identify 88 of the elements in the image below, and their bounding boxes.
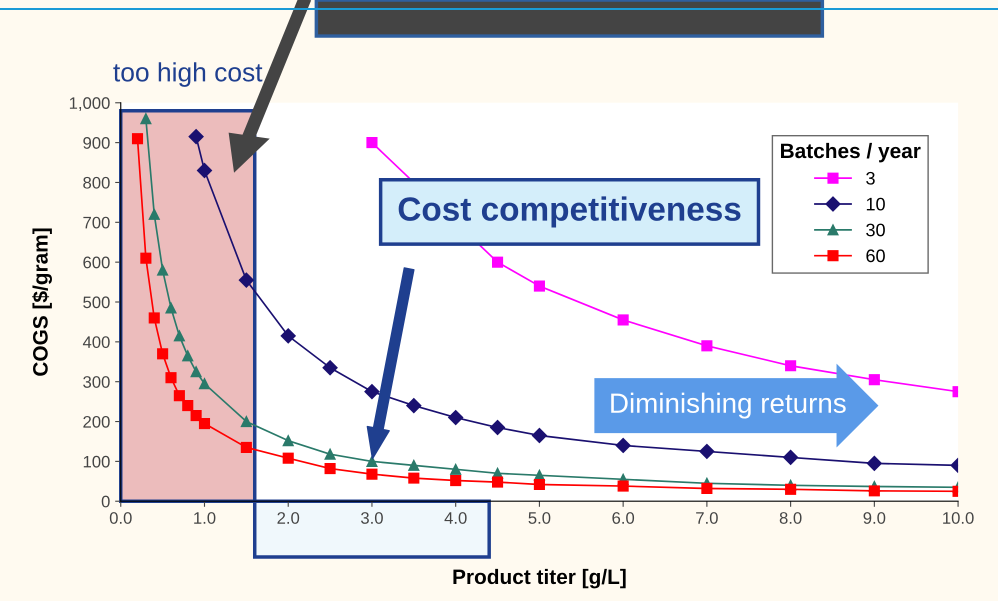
x-tick-label: 5.0 bbox=[528, 512, 550, 524]
legend-label: 10 bbox=[866, 198, 885, 210]
point bbox=[408, 460, 420, 471]
point bbox=[408, 472, 420, 484]
x-tick-label: 7.0 bbox=[696, 512, 718, 524]
point bbox=[366, 137, 378, 148]
point bbox=[618, 480, 629, 492]
point bbox=[532, 428, 547, 444]
point bbox=[282, 435, 294, 446]
point bbox=[140, 252, 152, 264]
point bbox=[190, 410, 202, 422]
band-label: too high cost bbox=[113, 62, 262, 87]
point bbox=[699, 444, 714, 459]
y-tick-label: 0 bbox=[102, 496, 110, 508]
point bbox=[282, 452, 294, 464]
point bbox=[785, 360, 796, 372]
point bbox=[174, 330, 185, 342]
y-tick-label: 800 bbox=[83, 176, 110, 189]
point bbox=[616, 438, 631, 454]
x-tick-label: 0.0 bbox=[110, 512, 132, 524]
point bbox=[366, 456, 378, 467]
x-axis-title: Product titer [g/L] bbox=[453, 568, 626, 588]
point bbox=[448, 410, 464, 426]
point bbox=[701, 482, 712, 494]
point bbox=[140, 113, 152, 124]
point bbox=[785, 484, 796, 495]
point bbox=[618, 314, 629, 326]
legend-label: 30 bbox=[866, 224, 885, 236]
point bbox=[188, 129, 204, 144]
point bbox=[366, 468, 378, 480]
point bbox=[324, 448, 336, 460]
point bbox=[450, 464, 462, 475]
point bbox=[866, 456, 882, 471]
point bbox=[182, 400, 194, 412]
point bbox=[534, 478, 545, 490]
point bbox=[240, 416, 252, 428]
point bbox=[157, 348, 168, 360]
x-tick-label: 9.0 bbox=[864, 512, 886, 524]
point bbox=[868, 374, 880, 386]
x-tick-label: 1.0 bbox=[194, 512, 216, 524]
y-tick-label: 1,000 bbox=[70, 97, 110, 111]
x-tick-label: 4.0 bbox=[444, 512, 467, 524]
point bbox=[364, 384, 380, 400]
point bbox=[182, 350, 194, 362]
point bbox=[450, 474, 462, 486]
point bbox=[324, 463, 336, 474]
point bbox=[534, 280, 545, 292]
point bbox=[198, 418, 210, 430]
annotation: Diminishing returns bbox=[611, 392, 846, 419]
point bbox=[406, 398, 422, 414]
y-tick-label: 300 bbox=[83, 376, 110, 388]
point bbox=[165, 372, 177, 384]
point bbox=[198, 378, 210, 390]
legend-label: 60 bbox=[866, 249, 885, 262]
point bbox=[190, 366, 202, 378]
point bbox=[280, 328, 296, 344]
point bbox=[322, 360, 338, 376]
y-tick-label: 700 bbox=[83, 216, 110, 229]
point bbox=[174, 390, 185, 402]
point bbox=[165, 302, 177, 314]
point bbox=[783, 450, 798, 465]
x-tick-label: 10.0 bbox=[943, 512, 974, 524]
point bbox=[148, 208, 160, 220]
y-tick-label: 100 bbox=[84, 456, 110, 468]
point bbox=[148, 312, 160, 324]
y-tick-label: 200 bbox=[83, 416, 110, 428]
x-tick-label: 2.0 bbox=[277, 512, 300, 524]
x-tick-label: 8.0 bbox=[780, 512, 802, 524]
point bbox=[132, 133, 144, 144]
y-tick-label: 900 bbox=[83, 137, 110, 149]
point bbox=[240, 442, 252, 453]
point bbox=[492, 476, 504, 488]
y-tick-label: 600 bbox=[83, 256, 110, 268]
legend-label: 3 bbox=[866, 172, 875, 185]
x-tick-label: 3.0 bbox=[361, 512, 383, 524]
point bbox=[701, 340, 712, 352]
annotation: Cost competitiveness bbox=[398, 196, 740, 228]
point bbox=[492, 256, 504, 268]
point bbox=[196, 162, 212, 178]
x-tick-label: 6.0 bbox=[612, 512, 634, 524]
point bbox=[868, 485, 880, 496]
point bbox=[490, 420, 506, 436]
point bbox=[157, 264, 168, 276]
y-axis-title: COGS [$/gram] bbox=[32, 228, 52, 376]
y-tick-label: 400 bbox=[82, 336, 110, 348]
legend-title: Batches / year bbox=[781, 142, 921, 162]
y-tick-label: 500 bbox=[83, 296, 110, 308]
point bbox=[238, 272, 254, 288]
